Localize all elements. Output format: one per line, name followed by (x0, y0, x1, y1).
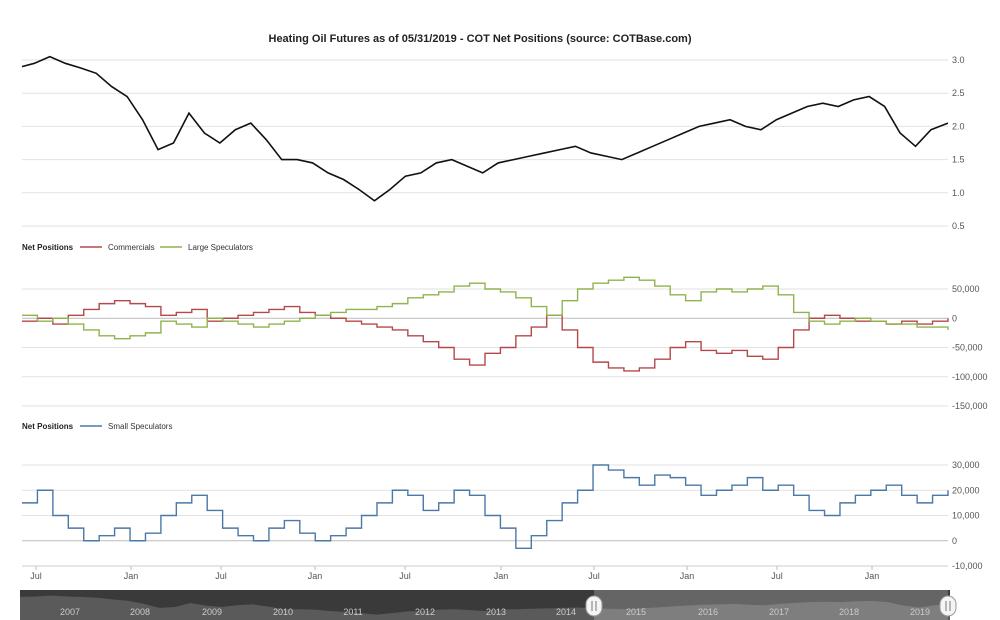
y-tick-label: 30,000 (952, 460, 980, 470)
y-tick-label: 0 (952, 536, 957, 546)
x-axis: Jul Jan Jul Jan Jul Jan Jul Jan Jul Jan (22, 565, 948, 581)
y-tick-label: 3.0 (952, 55, 965, 65)
y-tick-label: 2.5 (952, 88, 965, 98)
y-tick-label: 50,000 (952, 284, 980, 294)
net-positions-legend-title: Net Positions (22, 243, 74, 252)
navigator-selected-range[interactable] (594, 590, 948, 620)
x-tick-label: Jan (124, 571, 139, 581)
y-tick-label: 10,000 (952, 511, 980, 521)
y-tick-label: -150,000 (952, 401, 988, 411)
x-tick-label: Jan (494, 571, 509, 581)
x-tick-label: Jul (215, 571, 227, 581)
y-tick-label: 20,000 (952, 485, 980, 495)
x-tick-label: Jan (308, 571, 323, 581)
small-speculators-series-line (22, 464, 949, 550)
x-tick-label: Jul (771, 571, 783, 581)
y-tick-label: 1.0 (952, 188, 965, 198)
commercials-legend-label[interactable]: Commercials (108, 243, 155, 252)
navigator-left-handle[interactable] (585, 595, 603, 617)
navigator-right-handle[interactable] (939, 595, 957, 617)
y-tick-label: -50,000 (952, 343, 983, 353)
navigator-year-label: 2015 (626, 607, 646, 617)
x-tick-label: Jul (399, 571, 411, 581)
small-speculators-legend-title: Net Positions (22, 422, 74, 431)
navigator-year-label: 2012 (415, 607, 435, 617)
y-tick-label: 0.5 (952, 221, 965, 231)
y-tick-label: 2.0 (952, 121, 965, 131)
navigator-year-label: 2007 (60, 607, 80, 617)
small-speculators-panel: 30,000 20,000 10,000 0 -10,000 (22, 460, 983, 571)
y-tick-label: 0 (952, 313, 957, 323)
navigator-year-label: 2019 (910, 607, 930, 617)
net-positions-panel: 50,000 0 -50,000 -100,000 -150,000 (22, 276, 988, 411)
navigator-year-label: 2011 (343, 607, 362, 617)
price-panel: 3.0 2.5 2.0 1.5 1.0 0.5 (21, 55, 965, 231)
small-speculators-legend-label[interactable]: Small Speculators (108, 422, 172, 431)
x-tick-label: Jan (680, 571, 695, 581)
large-speculators-series-line (22, 276, 949, 340)
navigator-year-label: 2014 (556, 607, 576, 617)
navigator-year-label: 2010 (273, 607, 293, 617)
y-tick-label: -100,000 (952, 372, 988, 382)
navigator-year-label: 2016 (698, 607, 718, 617)
navigator-series (20, 595, 950, 620)
y-tick-label: -10,000 (952, 561, 983, 571)
x-tick-label: Jul (588, 571, 600, 581)
y-tick-label: 1.5 (952, 155, 965, 165)
navigator[interactable]: 2007 2008 2009 2010 2011 2012 2013 2014 2015 2016… (20, 590, 957, 620)
commercials-series-line (22, 300, 949, 372)
net-positions-legend: Net Positions Commercials Large Speculat… (22, 243, 253, 252)
navigator-year-label: 2008 (130, 607, 150, 617)
navigator-year-label: 2013 (486, 607, 506, 617)
x-tick-label: Jan (865, 571, 880, 581)
chart-title: Heating Oil Futures as of 05/31/2019 - C… (269, 33, 692, 45)
small-speculators-legend: Net Positions Small Speculators (22, 422, 172, 431)
large-speculators-legend-label[interactable]: Large Speculators (188, 243, 253, 252)
x-tick-label: Jul (30, 571, 42, 581)
navigator-year-label: 2018 (839, 607, 859, 617)
navigator-year-label: 2017 (769, 607, 789, 617)
price-series-line (21, 55, 949, 202)
navigator-year-label: 2009 (202, 607, 222, 617)
